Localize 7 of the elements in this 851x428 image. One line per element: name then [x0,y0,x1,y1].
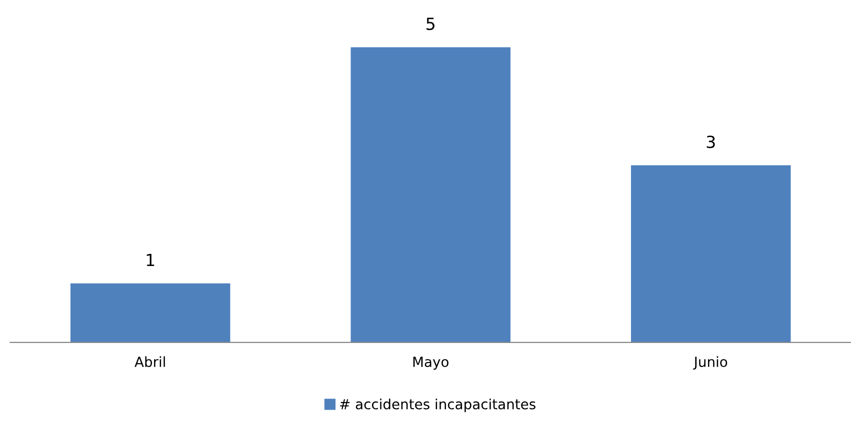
data-label: 3 [706,136,715,148]
x-tick-label: Abril [134,356,165,368]
data-label: 1 [146,254,154,266]
data-label: 5 [426,18,434,30]
legend-label: # accidentes incapacitantes [340,398,536,412]
x-tick-label: Junio [693,356,728,370]
x-tick-label: Mayo [413,356,448,370]
